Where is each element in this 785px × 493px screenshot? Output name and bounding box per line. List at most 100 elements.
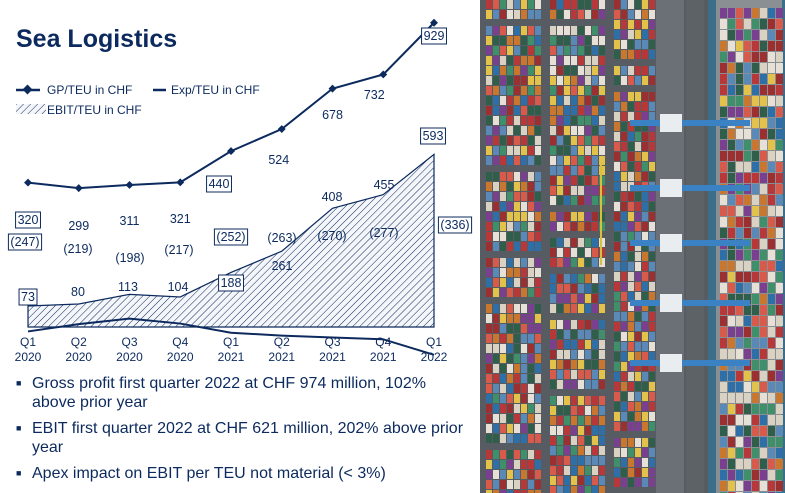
shipping-container	[578, 136, 584, 145]
shipping-container	[528, 146, 534, 155]
ship-container	[728, 448, 735, 458]
ship-container	[776, 250, 783, 260]
shipping-container	[486, 242, 492, 251]
shipping-container	[642, 40, 648, 49]
shipping-container	[550, 426, 556, 435]
shipping-container	[621, 162, 627, 171]
ship-container	[776, 118, 783, 128]
shipping-container	[628, 40, 634, 49]
shipping-container	[557, 176, 563, 185]
shipping-container	[614, 392, 620, 401]
shipping-container	[564, 56, 570, 65]
shipping-container	[578, 176, 584, 185]
shipping-container	[535, 232, 541, 241]
shipping-container	[550, 212, 556, 221]
shipping-container	[628, 422, 634, 431]
ship-container	[720, 371, 727, 381]
shipping-container	[507, 96, 513, 105]
shipping-container	[500, 414, 506, 423]
shipping-container	[614, 262, 620, 271]
shipping-container	[557, 284, 563, 293]
shipping-container	[564, 156, 570, 165]
ship-container	[736, 63, 743, 73]
ship-container	[744, 85, 751, 95]
shipping-container	[486, 480, 492, 489]
shipping-container	[535, 10, 541, 19]
shipping-container	[599, 86, 605, 95]
shipping-container	[486, 86, 492, 95]
shipping-container	[557, 238, 563, 247]
shipping-container	[592, 222, 598, 231]
shipping-container	[642, 192, 648, 201]
shipping-container	[564, 340, 570, 349]
shipping-container	[507, 434, 513, 443]
ship-container	[752, 41, 759, 51]
shipping-container	[621, 458, 627, 467]
ship-container	[736, 338, 743, 348]
shipping-container	[557, 294, 563, 303]
ship-container	[744, 140, 751, 150]
shipping-container	[578, 416, 584, 425]
ship-container	[736, 470, 743, 480]
shipping-container	[578, 340, 584, 349]
shipping-container	[578, 66, 584, 75]
shipping-container	[585, 46, 591, 55]
shipping-container	[500, 56, 506, 65]
shipping-container	[642, 292, 648, 301]
shipping-container	[486, 212, 492, 221]
ship-container	[728, 52, 735, 62]
shipping-container	[635, 212, 641, 221]
shipping-container	[585, 176, 591, 185]
shipping-container	[635, 362, 641, 371]
shipping-container	[571, 10, 577, 19]
ship-container	[760, 184, 767, 194]
shipping-container	[507, 334, 513, 343]
ship-container	[744, 426, 751, 436]
ship-container	[736, 404, 743, 414]
shipping-container	[599, 26, 605, 35]
ship-container	[760, 8, 767, 18]
shipping-container	[571, 370, 577, 379]
shipping-container	[564, 212, 570, 221]
shipping-container	[557, 330, 563, 339]
shipping-container	[528, 106, 534, 115]
ship-container	[768, 250, 775, 260]
shipping-container	[514, 324, 520, 333]
shipping-container	[493, 424, 499, 433]
shipping-container	[550, 436, 556, 445]
shipping-container	[649, 162, 655, 171]
shipping-container	[550, 370, 556, 379]
shipping-container	[557, 36, 563, 45]
shipping-container	[514, 334, 520, 343]
shipping-container	[599, 340, 605, 349]
shipping-container	[486, 364, 492, 373]
ship-container	[776, 470, 783, 480]
shipping-container	[500, 76, 506, 85]
shipping-container	[521, 288, 527, 297]
shipping-container	[621, 302, 627, 311]
shipping-container	[628, 362, 634, 371]
shipping-container	[571, 284, 577, 293]
shipping-container	[521, 384, 527, 393]
shipping-container	[621, 468, 627, 477]
gp-data-label: 678	[322, 108, 343, 122]
ship-container	[752, 327, 759, 337]
shipping-container	[564, 196, 570, 205]
shipping-container	[578, 476, 584, 485]
shipping-container	[521, 278, 527, 287]
ship-container	[768, 107, 775, 117]
shipping-container	[649, 458, 655, 467]
shipping-container	[585, 426, 591, 435]
ship-container	[744, 151, 751, 161]
shipping-container	[592, 284, 598, 293]
ship-container	[760, 129, 767, 139]
ship-container	[776, 404, 783, 414]
page-title: Sea Logistics	[16, 25, 178, 53]
shipping-container	[621, 10, 627, 19]
shipping-container	[535, 136, 541, 145]
x-tick-label: 2020	[65, 350, 92, 364]
shipping-container	[635, 112, 641, 121]
shipping-container	[571, 258, 577, 267]
ship-container	[776, 184, 783, 194]
ship-container	[760, 140, 767, 150]
